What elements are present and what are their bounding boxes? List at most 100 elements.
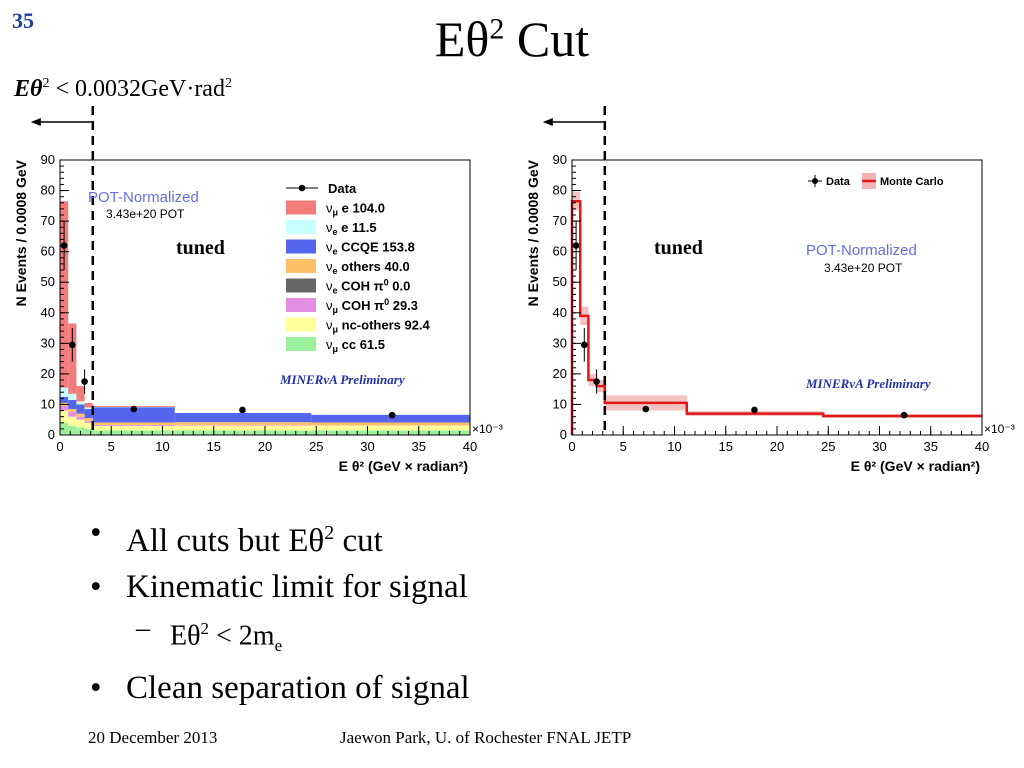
stack-bar-others xyxy=(68,409,77,413)
bullet-3: • Clean separation of signal xyxy=(90,665,470,711)
legend-left: Data νμ e 104.0 νe e 11.5 νe CCQE 153.8 νe o… xyxy=(286,181,431,354)
stack-bar-cc xyxy=(174,430,312,435)
pot-normalized-left: POT-Normalized xyxy=(88,189,199,206)
legend-entry: νμ COH π0 29.3 xyxy=(326,297,418,315)
stack-bar-ccqe xyxy=(68,399,77,410)
stack-bar-ccqe xyxy=(84,409,93,419)
stacked-chart: 0 5 10 15 20 25 30 35 40 0 10 20 30 40 50 60 70 80 90 ×10⁻³… xyxy=(0,100,510,490)
stack-bar-nc-others xyxy=(60,410,69,423)
dash-icon: – xyxy=(136,613,150,644)
data-point xyxy=(69,341,76,349)
data-point xyxy=(900,411,908,419)
x-tick-label: 10 xyxy=(155,439,169,454)
x-axis-label: E θ² (GeV × radian²) xyxy=(851,458,980,474)
stack-bar--e xyxy=(76,386,85,402)
stack-bar--e-e xyxy=(76,401,85,405)
stack-bar-others xyxy=(311,422,470,426)
x-tick-label: 0 xyxy=(568,439,575,454)
mc-chart-svg: 0 5 10 15 20 25 30 35 40 0 10 20 30 40 50 60 70 80 90 ×10⁻³… xyxy=(525,106,1015,474)
cut-formula: Eθ2 < 0.0032GeV·rad2 xyxy=(14,76,232,103)
formula-op: < 0.0032GeV·rad xyxy=(49,76,225,102)
footer-date: 20 December 2013 xyxy=(88,728,218,747)
stack-bar-others xyxy=(92,422,175,425)
y-tick-label: 10 xyxy=(41,396,55,411)
stack-bar-cc xyxy=(68,425,77,435)
stack-bar-nc-others xyxy=(174,425,312,431)
y-tick-label: 50 xyxy=(41,274,55,289)
sub-bullet-sub: e xyxy=(274,635,283,655)
stack-bar-cc xyxy=(311,430,470,435)
stack-bar--e-e xyxy=(84,407,93,410)
stack-bar-nc-others xyxy=(311,425,470,431)
bullet-1-text: All cuts but Eθ xyxy=(126,523,325,559)
sub-bullet-lhs: Eθ xyxy=(170,620,201,652)
x-tick-label: 25 xyxy=(309,439,323,454)
bullet-1-tail: cut xyxy=(334,523,383,559)
stack-bar--e-e xyxy=(68,393,77,400)
stack-bar-cc xyxy=(60,422,69,435)
legend-data-marker xyxy=(298,184,306,192)
y-tick-label: 90 xyxy=(553,152,567,167)
data-point xyxy=(581,341,588,349)
x-tick-label: 30 xyxy=(360,439,374,454)
stack-bar-ccqe xyxy=(60,396,69,403)
y-tick-label: 30 xyxy=(41,335,55,350)
footer-author: Jaewon Park, U. of Rochester FNAL JETP xyxy=(340,728,632,747)
x-tick-label: 5 xyxy=(108,439,115,454)
data-point xyxy=(81,378,88,385)
sub-bullet-sup: 2 xyxy=(200,619,210,638)
y-tick-label: 40 xyxy=(41,305,55,320)
stack-bar-coh-0- xyxy=(60,405,69,411)
data-point xyxy=(751,406,758,414)
tuned-label-left: tuned xyxy=(176,237,225,259)
y-tick-label: 90 xyxy=(41,152,55,167)
arrow-head-icon xyxy=(30,118,41,126)
x-tick-label: 15 xyxy=(719,439,733,454)
y-tick-label: 80 xyxy=(41,183,55,198)
legend-swatch xyxy=(286,337,316,351)
stack-bar-coh-0- xyxy=(174,424,312,426)
legend-data-marker xyxy=(812,178,818,184)
sub-bullet-mid: < 2m xyxy=(209,620,275,652)
legend-swatch xyxy=(286,317,316,332)
bullet-3-text: Clean separation of signal xyxy=(126,669,470,706)
y-tick-label: 30 xyxy=(553,335,567,350)
data-point xyxy=(388,411,396,419)
plot-frame xyxy=(571,159,983,436)
sub-bullet: – Eθ2 < 2me xyxy=(90,610,470,665)
x-tick-label: 20 xyxy=(258,439,272,454)
x-tick-label: 40 xyxy=(463,439,477,454)
stack-bar-cc xyxy=(92,430,175,435)
formula-sup2: 2 xyxy=(224,76,232,91)
y-tick-label: 0 xyxy=(560,427,567,442)
bullet-dot-icon: • xyxy=(90,669,102,706)
x-multiplier-label: ×10⁻³ xyxy=(472,422,503,436)
stack-bar-ccqe xyxy=(174,413,312,423)
legend-entry: νe CCQE 153.8 xyxy=(326,240,415,257)
x-tick-label: 0 xyxy=(56,439,63,454)
x-tick-label: 5 xyxy=(620,439,627,454)
bullet-2: • Kinematic limit for signal xyxy=(90,564,470,610)
bullet-dot-icon: • xyxy=(90,515,102,551)
stack-bar-cc xyxy=(84,428,93,435)
y-tick-label: 40 xyxy=(553,305,567,320)
stack-bar--e xyxy=(84,402,93,408)
stack-bar-coh-0- xyxy=(84,421,93,423)
stack-bar-ccqe xyxy=(311,414,470,423)
x-tick-label: 35 xyxy=(412,439,426,454)
legend-swatch xyxy=(286,298,316,312)
stack-bar-coh-0- xyxy=(92,424,175,426)
bullet-dot-icon: • xyxy=(90,569,102,605)
legend-entry: νe others 40.0 xyxy=(326,259,410,276)
y-axis-label: N Events / 0.0008 GeV xyxy=(525,159,541,306)
pot-normalized-right: POT-Normalized xyxy=(806,242,917,259)
y-axis-label: N Events / 0.0008 GeV xyxy=(13,159,29,306)
stack-bar-others xyxy=(174,422,312,425)
stack-bar-nc-others xyxy=(68,416,77,426)
stack-bar-nc-others xyxy=(92,425,175,431)
stack-bar-ccqe xyxy=(92,407,175,423)
formula-sup1: 2 xyxy=(42,76,50,91)
x-tick-label: 25 xyxy=(821,439,835,454)
y-tick-label: 20 xyxy=(553,366,567,381)
legend-data-label: Data xyxy=(328,181,357,196)
